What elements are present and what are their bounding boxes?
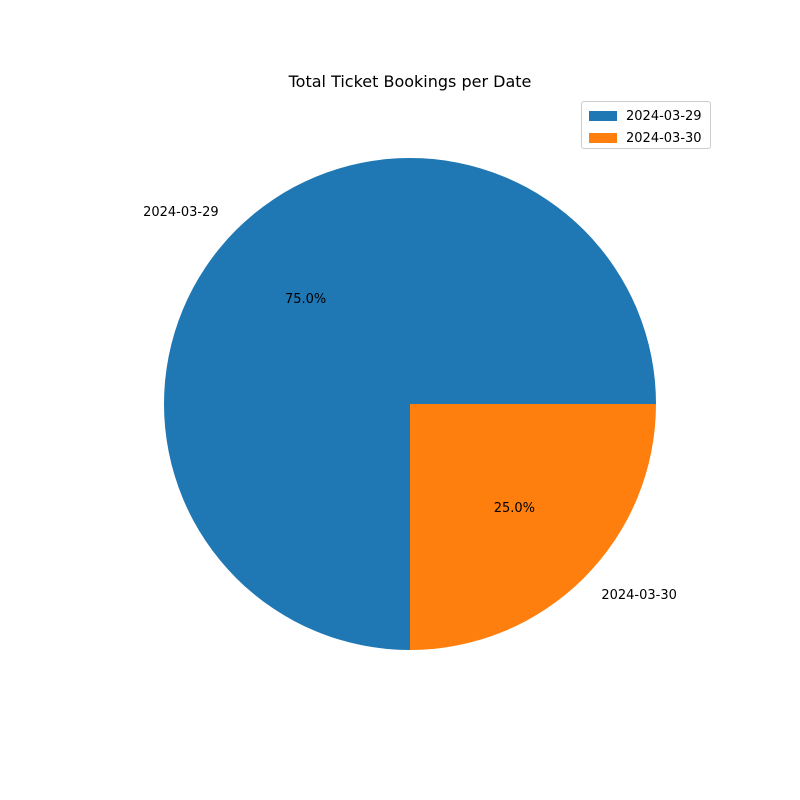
chart-legend: 2024-03-29 2024-03-30: [581, 101, 711, 149]
legend-item-2024-03-29: 2024-03-29: [589, 107, 702, 125]
legend-item-2024-03-30: 2024-03-30: [589, 129, 702, 147]
percent-label-2024-03-30: 25.0%: [494, 501, 535, 516]
legend-swatch-2024-03-29: [589, 111, 617, 121]
pie-slice-2024-03-30: [410, 404, 656, 650]
legend-swatch-2024-03-30: [589, 133, 617, 143]
percent-label-2024-03-29: 75.0%: [285, 292, 326, 307]
legend-label-2024-03-29: 2024-03-29: [626, 108, 702, 124]
slice-label-2024-03-29: 2024-03-29: [143, 205, 219, 220]
slice-label-2024-03-30: 2024-03-30: [601, 588, 677, 603]
chart-title: Total Ticket Bookings per Date: [288, 72, 532, 91]
legend-label-2024-03-30: 2024-03-30: [626, 130, 702, 146]
